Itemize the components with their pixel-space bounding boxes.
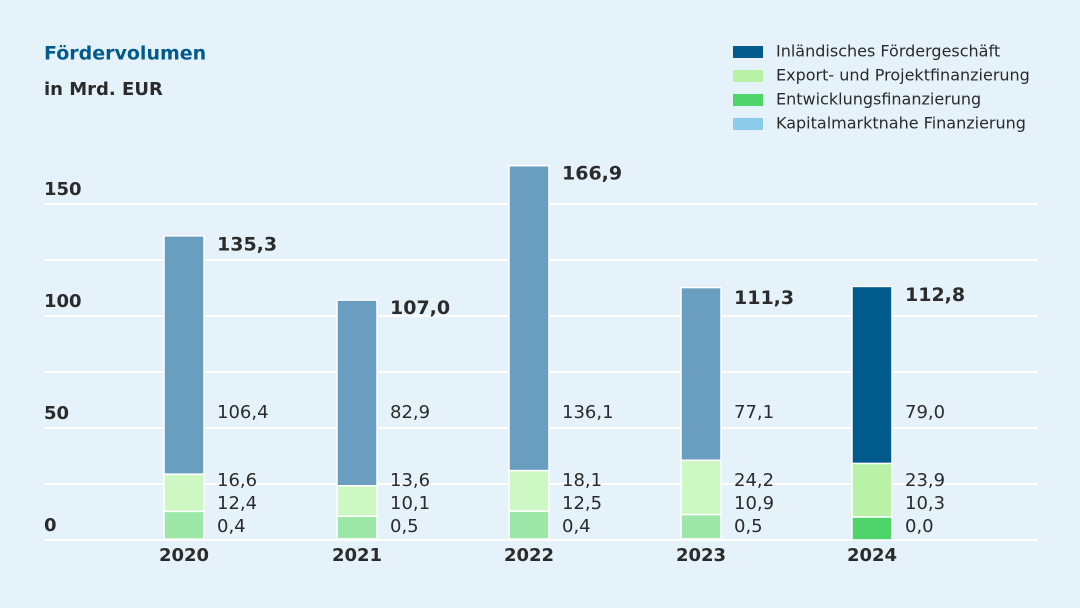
- total-label: 135,3: [217, 233, 277, 255]
- value-label: 18,1: [562, 470, 602, 491]
- chart-subtitle: in Mrd. EUR: [44, 79, 163, 100]
- value-label: 10,9: [734, 493, 774, 514]
- bar-segment: [508, 164, 550, 472]
- bar-segment: [851, 462, 893, 518]
- value-label: 0,4: [217, 516, 246, 537]
- value-label: 136,1: [562, 402, 614, 423]
- bar-segment: [336, 299, 378, 487]
- value-label: 82,9: [390, 402, 430, 423]
- value-label: 0,5: [390, 516, 419, 537]
- legend-label: Entwicklungsfinanzierung: [776, 90, 981, 109]
- x-tick-label: 2022: [504, 545, 554, 566]
- y-tick-label: 0: [44, 515, 57, 536]
- legend-swatch: [733, 94, 763, 106]
- x-tick-label: 2024: [847, 545, 897, 566]
- value-label: 0,5: [734, 516, 763, 537]
- total-label: 111,3: [734, 287, 794, 309]
- bar-segment: [336, 485, 378, 518]
- bar-segment: [163, 510, 205, 540]
- value-label: 24,2: [734, 470, 774, 491]
- bar-segment: [851, 285, 893, 465]
- legend-swatch: [733, 118, 763, 130]
- legend-swatch: [733, 70, 763, 82]
- value-label: 106,4: [217, 402, 269, 423]
- value-label: 23,9: [905, 470, 945, 491]
- value-label: 13,6: [390, 470, 430, 491]
- x-tick-label: 2023: [676, 545, 726, 566]
- y-tick-label: 50: [44, 403, 69, 424]
- x-tick-label: 2021: [332, 545, 382, 566]
- y-tick-label: 150: [44, 179, 82, 200]
- bar-segment: [336, 515, 378, 540]
- value-label: 16,6: [217, 470, 257, 491]
- x-tick-label: 2020: [159, 545, 209, 566]
- value-label: 10,3: [905, 493, 945, 514]
- value-label: 79,0: [905, 402, 945, 423]
- value-label: 0,0: [905, 516, 934, 537]
- value-label: 77,1: [734, 402, 774, 423]
- value-label: 12,5: [562, 493, 602, 514]
- y-tick-label: 100: [44, 291, 82, 312]
- total-label: 107,0: [390, 297, 450, 319]
- bar-segment: [163, 235, 205, 475]
- value-label: 10,1: [390, 493, 430, 514]
- bar-segment: [680, 459, 722, 516]
- chart-title: Fördervolumen: [44, 43, 206, 65]
- total-label: 112,8: [905, 284, 965, 306]
- value-label: 0,4: [562, 516, 591, 537]
- legend-swatch: [733, 46, 763, 58]
- bar-segment: [508, 510, 550, 540]
- legend-label: Inländisches Fördergeschäft: [776, 42, 1000, 61]
- bar-segment: [680, 286, 722, 462]
- legend-label: Kapitalmarktnahe Finanzierung: [776, 114, 1026, 133]
- bar-segment: [851, 516, 893, 541]
- legend-label: Export- und Projektfinanzierung: [776, 66, 1030, 85]
- value-label: 12,4: [217, 493, 257, 514]
- bar-segment: [163, 473, 205, 513]
- bar-segment: [680, 513, 722, 540]
- total-label: 166,9: [562, 163, 622, 185]
- bar-segment: [508, 469, 550, 512]
